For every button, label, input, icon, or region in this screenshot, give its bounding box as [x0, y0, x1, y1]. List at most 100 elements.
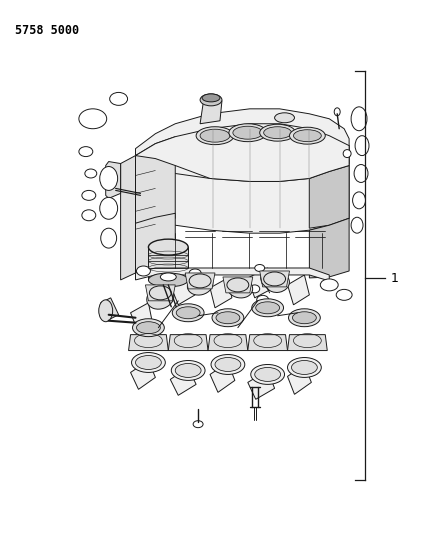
Ellipse shape: [251, 365, 285, 384]
Ellipse shape: [187, 274, 213, 295]
Ellipse shape: [100, 166, 118, 190]
Ellipse shape: [79, 147, 93, 157]
Polygon shape: [210, 362, 235, 392]
Ellipse shape: [149, 273, 188, 287]
Ellipse shape: [136, 356, 161, 369]
Polygon shape: [136, 124, 349, 233]
Ellipse shape: [147, 287, 174, 309]
Ellipse shape: [149, 239, 188, 255]
Ellipse shape: [355, 136, 369, 156]
Ellipse shape: [82, 210, 96, 221]
Ellipse shape: [175, 364, 201, 377]
Ellipse shape: [250, 285, 260, 293]
Ellipse shape: [149, 286, 171, 300]
Ellipse shape: [255, 264, 265, 271]
Ellipse shape: [79, 109, 107, 129]
Ellipse shape: [353, 192, 366, 209]
Ellipse shape: [351, 107, 367, 131]
Ellipse shape: [275, 113, 294, 123]
Polygon shape: [146, 285, 175, 301]
Polygon shape: [288, 335, 327, 351]
Ellipse shape: [351, 217, 363, 233]
Polygon shape: [288, 275, 309, 305]
Polygon shape: [136, 268, 329, 281]
Ellipse shape: [320, 279, 338, 291]
Ellipse shape: [264, 272, 285, 286]
Ellipse shape: [101, 228, 117, 248]
Ellipse shape: [288, 358, 321, 377]
Ellipse shape: [264, 127, 291, 139]
Polygon shape: [170, 367, 196, 395]
Ellipse shape: [354, 165, 368, 182]
Ellipse shape: [82, 190, 96, 200]
Polygon shape: [136, 124, 349, 181]
Ellipse shape: [211, 354, 245, 375]
Ellipse shape: [172, 304, 204, 322]
Ellipse shape: [193, 421, 203, 427]
Polygon shape: [309, 218, 349, 278]
Ellipse shape: [255, 367, 281, 382]
Polygon shape: [136, 109, 349, 181]
Ellipse shape: [137, 266, 150, 276]
Ellipse shape: [257, 295, 269, 304]
Polygon shape: [136, 136, 175, 225]
Ellipse shape: [200, 129, 230, 142]
Polygon shape: [309, 166, 349, 228]
Polygon shape: [168, 335, 208, 351]
Polygon shape: [200, 98, 222, 124]
Polygon shape: [131, 303, 152, 333]
Polygon shape: [248, 370, 275, 399]
Polygon shape: [185, 273, 215, 289]
Ellipse shape: [229, 124, 267, 142]
Ellipse shape: [266, 273, 289, 293]
Polygon shape: [121, 156, 136, 280]
Polygon shape: [248, 335, 288, 351]
Polygon shape: [248, 268, 273, 298]
Ellipse shape: [215, 358, 241, 372]
Ellipse shape: [227, 278, 253, 298]
Polygon shape: [106, 161, 121, 198]
Ellipse shape: [289, 127, 325, 144]
Polygon shape: [260, 271, 289, 287]
Polygon shape: [136, 213, 175, 273]
Ellipse shape: [212, 309, 244, 327]
Ellipse shape: [160, 273, 176, 281]
Ellipse shape: [200, 94, 222, 106]
Text: 1: 1: [390, 272, 398, 285]
Ellipse shape: [252, 299, 283, 317]
Ellipse shape: [256, 302, 279, 314]
Ellipse shape: [99, 300, 113, 322]
Polygon shape: [101, 298, 119, 320]
Polygon shape: [128, 335, 168, 351]
Ellipse shape: [110, 92, 128, 106]
Ellipse shape: [233, 126, 263, 139]
Ellipse shape: [227, 278, 249, 292]
Ellipse shape: [176, 307, 200, 319]
Polygon shape: [210, 278, 232, 308]
Ellipse shape: [336, 289, 352, 300]
Ellipse shape: [85, 169, 97, 178]
Ellipse shape: [334, 108, 340, 116]
Polygon shape: [170, 275, 195, 305]
Ellipse shape: [216, 312, 240, 324]
Ellipse shape: [196, 127, 234, 144]
Ellipse shape: [171, 360, 205, 381]
Polygon shape: [131, 360, 155, 389]
Ellipse shape: [202, 94, 220, 102]
Ellipse shape: [288, 309, 320, 327]
Polygon shape: [223, 277, 253, 293]
Text: 5758 5000: 5758 5000: [15, 25, 80, 37]
Ellipse shape: [260, 124, 295, 141]
Ellipse shape: [294, 130, 321, 142]
Ellipse shape: [291, 360, 317, 375]
Ellipse shape: [292, 312, 316, 324]
Polygon shape: [288, 365, 311, 394]
Ellipse shape: [133, 319, 164, 337]
Ellipse shape: [189, 269, 201, 277]
Ellipse shape: [137, 322, 160, 334]
Ellipse shape: [261, 272, 269, 284]
Ellipse shape: [131, 352, 165, 373]
Polygon shape: [208, 335, 248, 351]
Polygon shape: [149, 247, 188, 280]
Ellipse shape: [189, 274, 211, 288]
